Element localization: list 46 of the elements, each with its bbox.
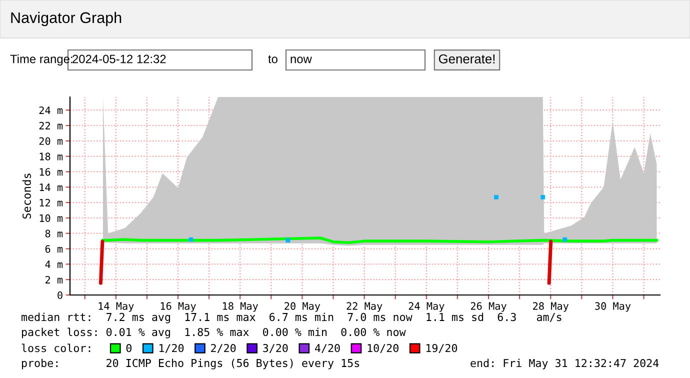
- text: median rtt: 7.2 ms avg 17.1 ms max 6.7 ms min 7.0 ms now 1.1 ms sd 6.3 am/s: [22, 312, 562, 324]
- x-tick-label: 28 May: [533, 302, 569, 312]
- legend-label: 10/20: [368, 344, 398, 354]
- legend-label: 4/20: [314, 344, 340, 354]
- x-tick-label: 14 May: [98, 302, 134, 312]
- text: Time range:: [10, 54, 72, 66]
- x-tick-label: 20 May: [284, 302, 320, 312]
- text: 2024-05-12 12:32: [72, 54, 166, 64]
- y-tick-label: 2 m: [45, 276, 63, 284]
- y-tick-label: 20 m: [39, 137, 63, 145]
- legend-label: 1/20: [159, 344, 184, 354]
- x-tick-label: 30 May: [595, 302, 631, 312]
- text: to: [268, 55, 278, 64]
- y-tick-label: 22 m: [39, 122, 63, 130]
- legend-label: 3/20: [263, 344, 288, 354]
- y-tick-label: 8 m: [45, 230, 63, 238]
- point: [494, 194, 498, 200]
- text: probe: 20 ICMP Echo Pings (56 Bytes) every 15s: [22, 358, 360, 370]
- point: [188, 237, 194, 242]
- y-tick-label: 10 m: [40, 214, 63, 222]
- y-axis-title: Seconds: [22, 174, 31, 219]
- y-tick-label: 6 m: [45, 245, 63, 253]
- legend-label: 0: [126, 344, 132, 352]
- point: [540, 194, 546, 200]
- text: now: [290, 56, 312, 64]
- text: packet loss: 0.01 % avg 1.85 % max 0.00 % min 0.00 % now: [22, 328, 406, 338]
- x-tick-label: 22 May: [346, 302, 382, 312]
- legend-title: loss color:: [22, 344, 90, 352]
- text: end: Fri May 31 12:32:47 2024: [470, 358, 659, 370]
- y-tick-label: 18 m: [40, 152, 63, 160]
- y-tick-label: 4 m: [45, 260, 63, 268]
- y-tick-label: 24 m: [39, 106, 63, 114]
- x-tick-label: 26 May: [470, 302, 506, 312]
- point: [562, 237, 568, 242]
- x-tick-label: 24 May: [408, 302, 444, 312]
- text: Generate!: [438, 54, 495, 64]
- y-tick-label: 14 m: [40, 184, 63, 192]
- y-tick-label: 0: [58, 291, 62, 300]
- x-tick-label: 18 May: [223, 302, 258, 312]
- legend-label: 19/20: [426, 344, 458, 354]
- point: [286, 238, 290, 242]
- legend-label: 2/20: [211, 344, 236, 354]
- y-tick-label: 12 m: [40, 198, 63, 206]
- chart-title: Navigator Graph: [11, 12, 122, 26]
- x-tick-label: 16 May: [160, 302, 196, 312]
- y-tick-label: 16 m: [40, 168, 63, 176]
